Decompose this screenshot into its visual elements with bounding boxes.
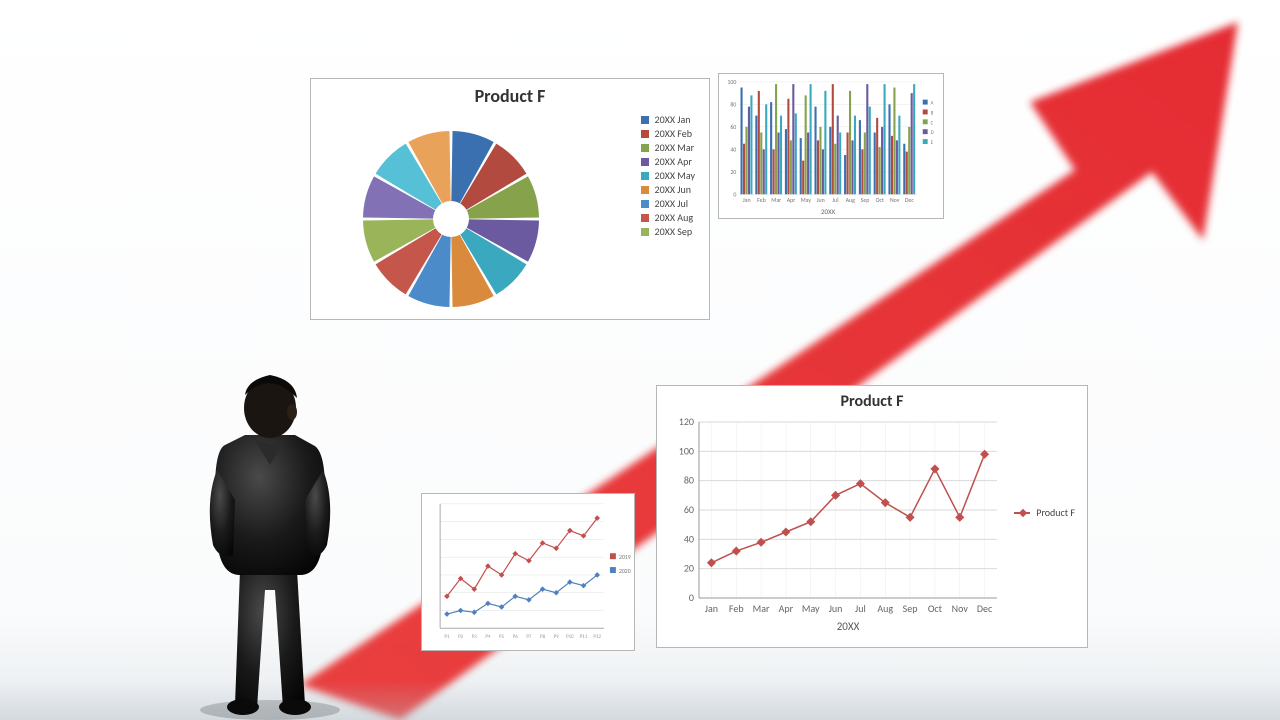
line-legend-label: Product F (1036, 506, 1075, 519)
small-line-chart: P1 P2 P3 P4 P5 P6 P7 P8 P9 P10 P11 P12 2019 2020 (422, 494, 634, 650)
svg-text:P1: P1 (444, 634, 450, 640)
svg-text:60: 60 (730, 123, 736, 131)
svg-text:Dec: Dec (977, 602, 993, 615)
svg-text:Jul: Jul (855, 602, 866, 615)
svg-text:0: 0 (733, 190, 736, 198)
pie-chart-panel: Product F 20XX Jan 20XX Feb 20XX Mar 20XX A… (310, 78, 710, 320)
svg-text:May: May (801, 196, 812, 204)
svg-text:Jan: Jan (705, 602, 718, 615)
svg-text:P2: P2 (458, 634, 464, 640)
svg-text:P11: P11 (580, 634, 588, 640)
svg-text:2020: 2020 (619, 567, 631, 575)
pie-legend-item: 20XX Jan (641, 115, 695, 125)
svg-text:P4: P4 (485, 634, 491, 640)
svg-text:20XX: 20XX (821, 207, 836, 216)
pie-legend-label: 20XX Aug (655, 213, 694, 223)
svg-text:E: E (931, 140, 934, 146)
pie-legend-item: 20XX May (641, 171, 695, 181)
pie-legend-label: 20XX Jan (655, 115, 691, 125)
pie-legend-label: 20XX Mar (655, 143, 695, 153)
svg-text:80: 80 (730, 100, 736, 108)
svg-text:A: A (931, 101, 934, 107)
svg-text:Jul: Jul (832, 196, 838, 204)
pie-chart-title: Product F (311, 79, 709, 107)
svg-text:100: 100 (727, 78, 736, 86)
svg-text:Sep: Sep (903, 602, 918, 615)
svg-text:20: 20 (684, 562, 694, 575)
svg-text:Oct: Oct (928, 602, 943, 615)
svg-text:P3: P3 (472, 634, 478, 640)
svg-text:40: 40 (684, 532, 694, 545)
svg-text:Sep: Sep (861, 196, 870, 204)
svg-text:P10: P10 (566, 634, 574, 640)
line-chart: 0 20 40 60 80 100 120 Jan Feb Mar Apr May Jun Jul Aug S… (667, 416, 1007, 636)
svg-text:Oct: Oct (876, 196, 884, 204)
svg-text:60: 60 (684, 503, 694, 516)
svg-text:Jan: Jan (743, 196, 751, 204)
svg-text:0: 0 (689, 591, 694, 604)
pie-legend-label: 20XX Jul (655, 199, 689, 209)
pie-legend-item: 20XX Jul (641, 199, 695, 209)
svg-text:Jun: Jun (829, 602, 843, 615)
pie-legend-item: 20XX Feb (641, 129, 695, 139)
pie-legend-label: 20XX Apr (655, 157, 692, 167)
pie-legend-label: 20XX Jun (655, 185, 691, 195)
svg-text:100: 100 (679, 444, 694, 457)
pie-legend-label: 20XX Feb (655, 129, 692, 139)
pie-chart (351, 124, 551, 314)
svg-text:Dec: Dec (905, 196, 915, 204)
bar-chart-panel: 0 20 40 60 80 100 Jan Feb Mar Apr May Jun Jul Aug Sep O… (718, 73, 944, 219)
svg-text:P7: P7 (526, 634, 532, 640)
svg-text:P5: P5 (499, 634, 505, 640)
svg-text:Nov: Nov (890, 196, 900, 204)
pie-legend-item: 20XX Aug (641, 213, 695, 223)
svg-text:P8: P8 (540, 634, 546, 640)
pie-legend: 20XX Jan 20XX Feb 20XX Mar 20XX Apr 20XX May… (641, 115, 695, 241)
svg-text:Apr: Apr (787, 196, 796, 204)
svg-text:Mar: Mar (771, 196, 781, 204)
small-line-chart-panel: P1 P2 P3 P4 P5 P6 P7 P8 P9 P10 P11 P12 2019 2020 (421, 493, 635, 651)
pie-legend-item: 20XX Jun (641, 185, 695, 195)
svg-text:May: May (802, 602, 820, 615)
line-chart-title: Product F (657, 386, 1087, 411)
pie-legend-label: 20XX May (655, 171, 695, 181)
svg-text:B: B (931, 110, 934, 116)
pie-legend-item: 20XX Sep (641, 227, 695, 237)
svg-text:20: 20 (730, 168, 736, 176)
svg-text:Feb: Feb (729, 602, 744, 615)
svg-text:C: C (931, 120, 934, 126)
svg-text:Feb: Feb (757, 196, 766, 204)
svg-text:20XX: 20XX (837, 620, 860, 633)
svg-text:Jun: Jun (817, 196, 825, 204)
line-legend: Product F (1014, 506, 1075, 523)
line-chart-panel: Product F 0 20 40 60 80 100 120 Jan Feb Mar Apr May… (656, 385, 1088, 648)
bar-chart: 0 20 40 60 80 100 Jan Feb Mar Apr May Jun Jul Aug Sep O… (719, 74, 943, 218)
svg-text:Apr: Apr (779, 602, 794, 615)
svg-text:P9: P9 (554, 634, 560, 640)
svg-text:2019: 2019 (619, 553, 631, 561)
svg-text:80: 80 (684, 474, 694, 487)
pie-legend-item: 20XX Apr (641, 157, 695, 167)
svg-text:Aug: Aug (846, 196, 856, 204)
businessman-figurine (185, 350, 355, 720)
svg-text:P12: P12 (593, 634, 601, 640)
svg-text:D: D (931, 130, 934, 136)
pie-legend-item: 20XX Mar (641, 143, 695, 153)
svg-text:40: 40 (730, 145, 736, 153)
svg-text:120: 120 (679, 416, 694, 428)
svg-text:P6: P6 (513, 634, 519, 640)
svg-text:Aug: Aug (877, 602, 893, 615)
svg-text:Nov: Nov (952, 602, 969, 615)
svg-text:Mar: Mar (753, 602, 770, 615)
pie-legend-label: 20XX Sep (655, 227, 693, 237)
